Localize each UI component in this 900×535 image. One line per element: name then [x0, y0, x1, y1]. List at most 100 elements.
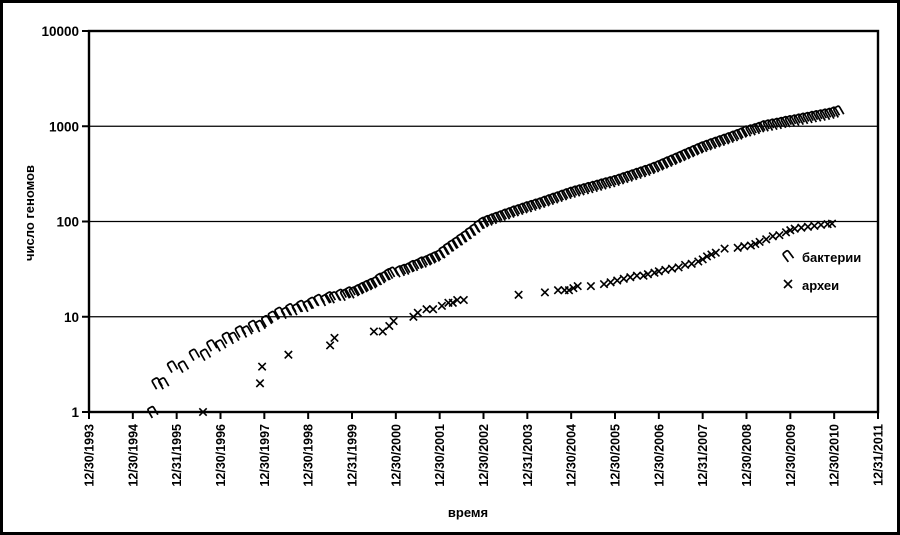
- data-point-archaea: [803, 222, 813, 232]
- x-tick-label: 12/30/2000: [389, 424, 403, 487]
- x-tick-label: 12/30/2010: [828, 424, 842, 487]
- data-point-bacteria: [447, 239, 459, 252]
- x-axis-title: время: [448, 505, 488, 520]
- x-tick-label: 12/31/2011: [872, 424, 886, 486]
- x-tick-label: 12/30/1998: [302, 424, 316, 487]
- data-point-archaea: [626, 272, 635, 282]
- x-tick-label: 12/30/1993: [83, 424, 97, 487]
- data-point-archaea: [599, 279, 609, 289]
- x-tick-label: 12/30/2009: [784, 424, 798, 487]
- data-point-bacteria: [329, 291, 341, 304]
- data-point-bacteria: [177, 360, 190, 373]
- data-point-bacteria: [464, 226, 477, 240]
- series-archaea: [198, 219, 837, 417]
- data-point-bacteria: [215, 339, 227, 352]
- x-tick-label: 12/30/2004: [565, 424, 579, 487]
- data-point-bacteria: [158, 377, 170, 390]
- data-point-archaea: [257, 362, 267, 371]
- y-tick-label: 10000: [41, 24, 79, 39]
- y-axis-title: число геномов: [22, 165, 37, 261]
- data-point-archaea: [606, 278, 615, 287]
- y-tick-label: 1000: [49, 119, 79, 134]
- legend: бактерии археи: [782, 249, 861, 293]
- data-point-bacteria: [313, 293, 326, 307]
- x-tick-label: 12/31/1999: [346, 424, 360, 487]
- data-point-bacteria: [320, 293, 332, 307]
- data-point-archaea: [810, 221, 819, 231]
- data-point-archaea: [632, 271, 642, 280]
- data-point-archaea: [694, 257, 703, 266]
- data-point-archaea: [768, 232, 778, 241]
- x-tick-label: 12/30/2002: [477, 424, 491, 487]
- data-point-archaea: [612, 276, 622, 285]
- y-axis-tick-labels: 1 10 100 1000 10000: [41, 24, 79, 420]
- data-point-archaea: [687, 259, 696, 269]
- x-tick-label: 12/30/1994: [126, 424, 140, 487]
- x-tick-label: 12/31/1995: [170, 424, 184, 487]
- data-point-bacteria: [324, 291, 337, 304]
- bacteria-marker-icon: [782, 249, 795, 263]
- data-point-archaea: [325, 341, 335, 350]
- data-point-archaea: [761, 235, 771, 244]
- data-point-archaea: [698, 255, 707, 264]
- data-point-archaea: [514, 290, 523, 300]
- data-point-bacteria: [442, 242, 455, 255]
- data-point-archaea: [797, 223, 806, 232]
- data-point-archaea: [720, 244, 729, 253]
- data-point-bacteria: [403, 262, 416, 275]
- data-point-bacteria: [307, 296, 319, 310]
- data-point-bacteria: [387, 266, 399, 280]
- data-point-bacteria: [344, 286, 356, 299]
- data-point-archaea: [330, 333, 339, 343]
- data-point-bacteria: [274, 306, 286, 320]
- legend-label-archaea: археи: [802, 278, 839, 293]
- data-point-bacteria: [379, 271, 391, 284]
- data-point-bacteria: [296, 299, 308, 313]
- data-point-archaea: [422, 304, 431, 314]
- data-point-archaea: [459, 295, 469, 305]
- series-bacteria: [147, 105, 845, 419]
- data-point-archaea: [573, 281, 582, 291]
- data-point-archaea: [428, 304, 438, 314]
- data-point-bacteria: [151, 377, 163, 390]
- legend-label-bacteria: бактерии: [802, 250, 861, 265]
- data-point-bacteria: [267, 310, 280, 324]
- data-point-archaea: [452, 295, 462, 305]
- data-point-archaea: [643, 269, 653, 279]
- x-tick-label: 12/31/2007: [696, 424, 710, 487]
- y-tick-label: 10: [64, 310, 79, 325]
- data-point-bacteria: [206, 339, 218, 352]
- data-point-archaea: [781, 228, 791, 237]
- y-tick-label: 100: [56, 215, 79, 230]
- x-tick-label: 12/30/2005: [609, 424, 623, 487]
- data-point-bacteria: [339, 288, 352, 302]
- data-point-bacteria: [412, 258, 424, 272]
- data-point-bacteria: [285, 303, 297, 316]
- x-axis-tick-labels: 12/30/1993 12/30/1994 12/31/1995 12/30/1996…: [83, 424, 886, 487]
- data-point-bacteria: [241, 325, 253, 338]
- data-point-archaea: [661, 265, 670, 275]
- x-tick-label: 12/30/1996: [214, 424, 228, 487]
- axis-ticks: [82, 30, 879, 419]
- data-point-archaea: [569, 283, 578, 293]
- data-point-bacteria: [234, 325, 247, 338]
- data-point-bacteria: [188, 348, 201, 362]
- data-point-archaea: [707, 250, 716, 259]
- x-tick-label: 12/30/1997: [258, 424, 272, 487]
- data-point-bacteria: [166, 360, 179, 373]
- data-point-bacteria: [228, 331, 240, 345]
- data-point-archaea: [284, 350, 293, 359]
- data-point-bacteria: [261, 314, 273, 328]
- data-point-archaea: [827, 219, 837, 228]
- data-point-archaea: [790, 224, 799, 233]
- data-point-archaea: [586, 281, 596, 291]
- data-point-archaea: [553, 285, 563, 295]
- data-point-archaea: [437, 301, 447, 311]
- data-point-archaea: [564, 285, 574, 295]
- data-point-archaea: [654, 267, 664, 276]
- data-point-bacteria: [247, 319, 260, 333]
- data-point-archaea: [255, 379, 265, 388]
- data-point-bacteria: [473, 219, 486, 233]
